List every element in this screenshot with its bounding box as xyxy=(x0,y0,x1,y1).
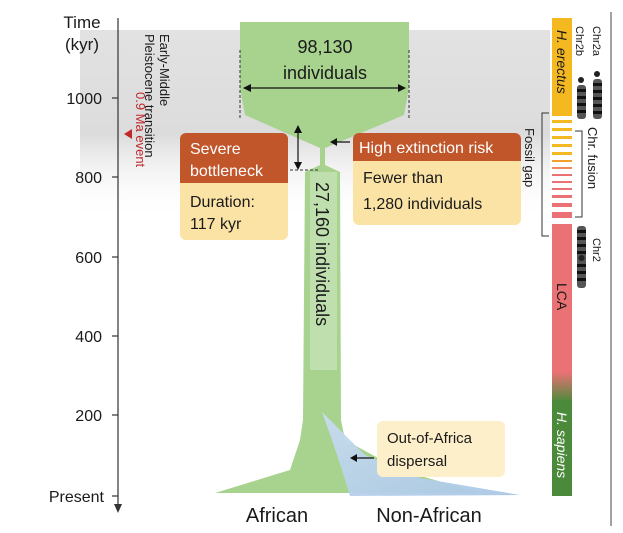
axis-title-line1: Time xyxy=(63,13,100,32)
bottleneck-box: Severe bottleneck Duration: 117 kyr xyxy=(180,133,288,240)
sapiens-label: H. sapiens xyxy=(554,412,570,478)
tick-label-present: Present xyxy=(49,489,105,506)
bottleneck-duration-line2: 117 kyr xyxy=(190,216,242,233)
lineage-bar xyxy=(552,18,572,496)
risk-detail-line1: Fewer than xyxy=(363,170,443,187)
axis-title-line2: (kyr) xyxy=(65,35,99,54)
ancestral-arrow-left xyxy=(243,84,251,92)
erectus-label: H. erectus xyxy=(554,30,570,94)
risk-title: High extinction risk xyxy=(359,140,494,157)
tick-label-800: 800 xyxy=(75,170,102,187)
chr2-icon xyxy=(577,226,586,288)
fossil-gap-bracket xyxy=(541,112,549,237)
chr2a-label: Chr2a xyxy=(590,26,602,57)
tick-label-200: 200 xyxy=(75,408,102,425)
bottleneck-duration-line1: Duration: xyxy=(190,194,255,211)
chr-fusion-label: Chr. fusion xyxy=(585,127,600,189)
fossil-gap-label: Fossil gap xyxy=(522,128,537,187)
out-of-africa-line2: dispersal xyxy=(387,453,447,470)
transition-label-line1: Early-Middle xyxy=(157,34,172,106)
bottleneck-population-label: 27,160 individuals xyxy=(312,182,332,326)
chr2a-icon xyxy=(593,71,602,119)
african-label: African xyxy=(246,505,308,527)
ancestral-unit: individuals xyxy=(283,63,367,83)
event-label: 0.9 Ma event xyxy=(133,92,148,168)
tick-label-400: 400 xyxy=(75,329,102,346)
african-population-shape xyxy=(215,22,480,493)
out-of-africa-arrow-head xyxy=(350,454,357,462)
bottleneck-title-line2: bottleneck xyxy=(190,163,264,180)
duration-arrow-top xyxy=(294,125,302,133)
ancestral-count: 98,130 xyxy=(297,37,352,57)
chr2b-icon xyxy=(577,77,586,119)
transition-label-line2: Pleistocene transition xyxy=(142,34,157,158)
chr2-label: Chr2 xyxy=(590,238,602,262)
tick-label-600: 600 xyxy=(75,250,102,267)
chr-fusion-bracket xyxy=(575,130,583,218)
bottleneck-title-line1: Severe xyxy=(190,141,241,158)
time-axis-arrow xyxy=(114,504,122,513)
event-arrow xyxy=(124,129,132,139)
bottleneck-highlight xyxy=(310,172,337,370)
lca-label: LCA xyxy=(554,283,570,311)
risk-detail-line2: 1,280 individuals xyxy=(363,196,482,213)
non-african-label: Non-African xyxy=(376,505,482,527)
axis-ticks xyxy=(112,97,118,497)
ancestral-arrow-right xyxy=(398,84,406,92)
out-of-africa-box: Out-of-Africa dispersal xyxy=(377,421,505,477)
risk-pointer-head xyxy=(330,138,337,146)
chr2b-label: Chr2b xyxy=(573,26,585,56)
extinction-risk-box: High extinction risk Fewer than 1,280 in… xyxy=(353,133,521,225)
out-of-africa-line1: Out-of-Africa xyxy=(387,430,473,447)
non-african-population-shape xyxy=(322,412,520,496)
duration-arrow-bottom xyxy=(294,162,302,170)
tick-label-1000: 1000 xyxy=(66,91,102,108)
